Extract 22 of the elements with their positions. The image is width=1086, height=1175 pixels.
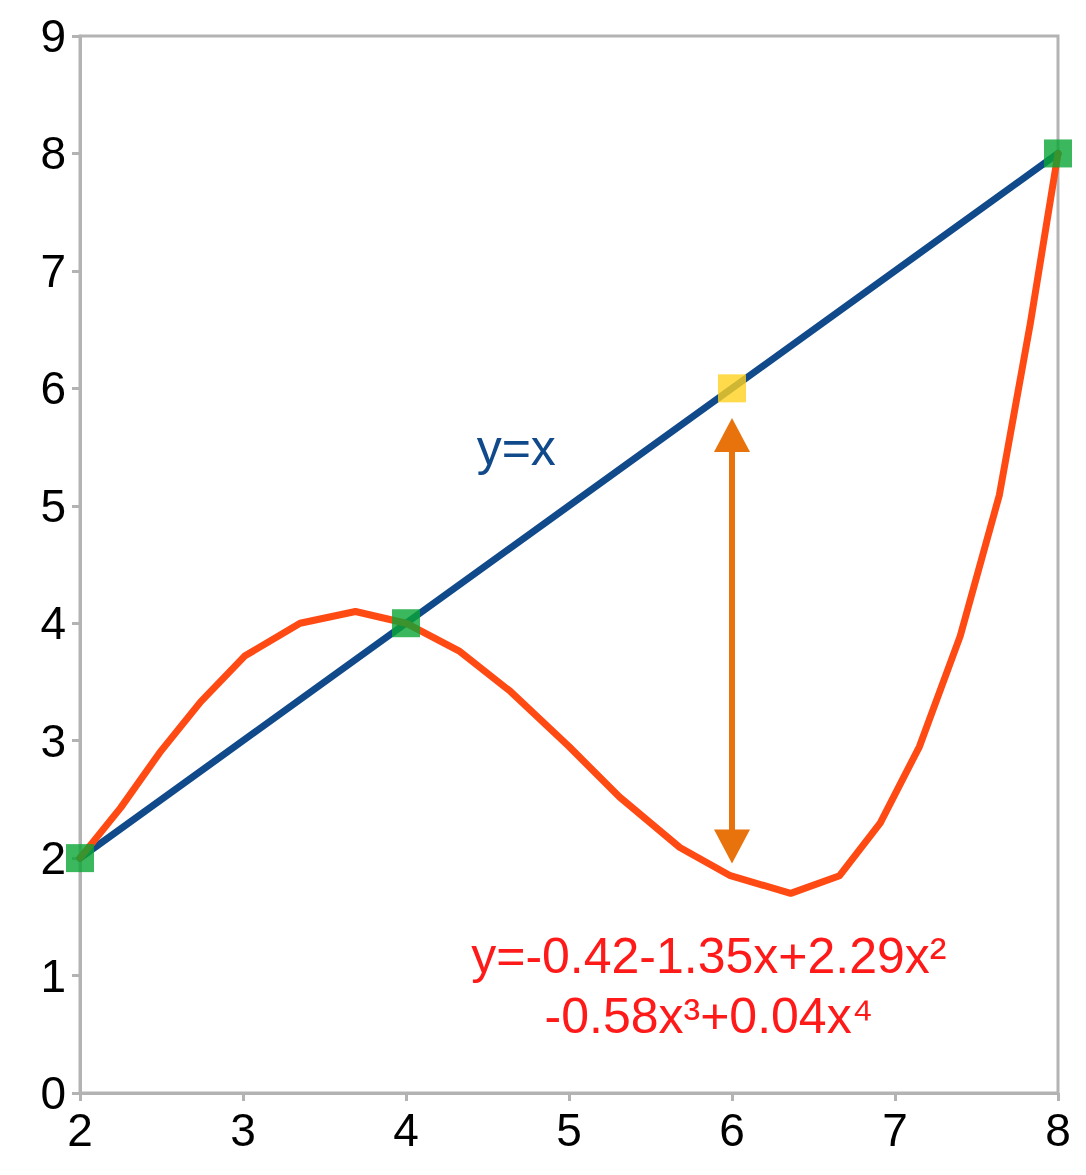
x-tick-label: 4 bbox=[393, 1104, 419, 1156]
point bbox=[1044, 139, 1072, 168]
x-tick-label: 7 bbox=[882, 1104, 908, 1156]
x-tick-label: 5 bbox=[556, 1104, 582, 1156]
annotation: y=x bbox=[476, 420, 556, 477]
y-tick-label: 6 bbox=[40, 362, 66, 415]
x-tick-label: 8 bbox=[1045, 1104, 1071, 1156]
point bbox=[392, 609, 420, 638]
y-tick-label: 4 bbox=[40, 597, 66, 650]
y-tick-label: 2 bbox=[40, 832, 66, 885]
x-tick-label: 6 bbox=[719, 1104, 745, 1156]
x-tick-label: 3 bbox=[230, 1104, 256, 1156]
point bbox=[718, 374, 746, 403]
y-tick-label: 8 bbox=[40, 127, 66, 180]
y-tick-label: 5 bbox=[40, 479, 66, 532]
point bbox=[66, 844, 94, 873]
y-tick-label: 9 bbox=[40, 10, 66, 62]
y-tick-label: 3 bbox=[40, 714, 66, 767]
y-tick-label: 7 bbox=[40, 244, 66, 297]
y-tick-label: 0 bbox=[40, 1067, 66, 1119]
annotation: y=-0.42-1.35x+2.29x² -0.58x³+0.04x⁴ bbox=[471, 928, 947, 1045]
y-tick-label: 1 bbox=[40, 949, 66, 1002]
